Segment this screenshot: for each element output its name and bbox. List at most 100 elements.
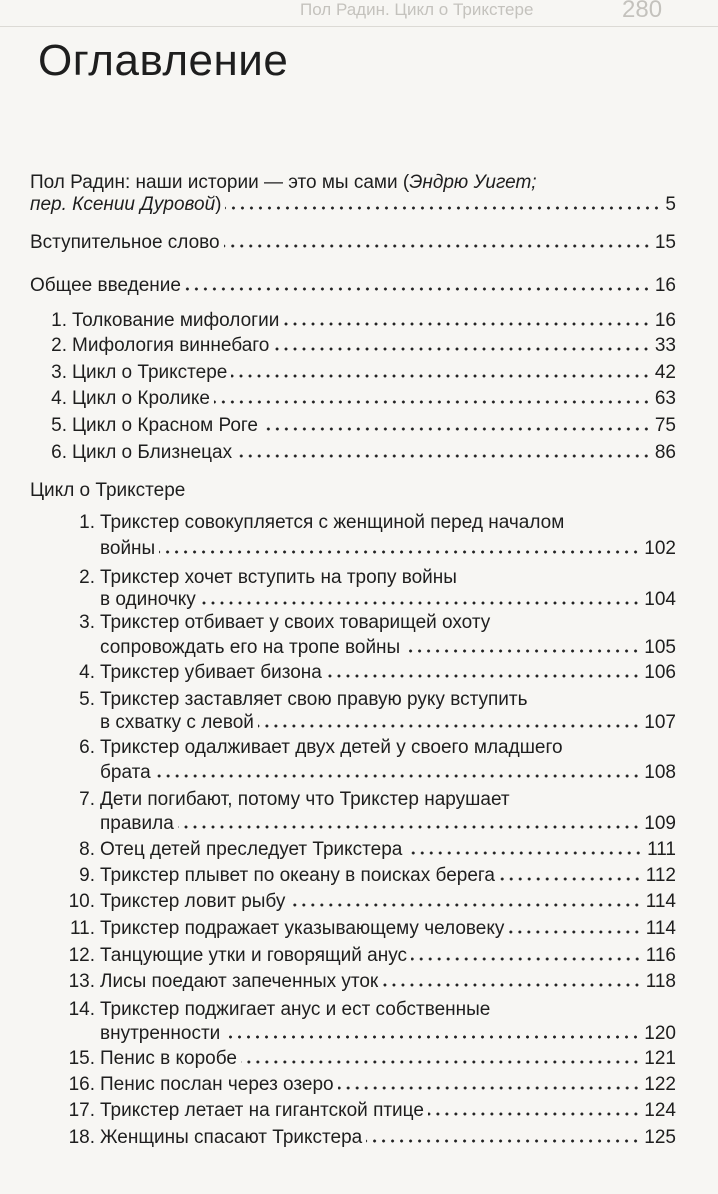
page-ref: 75 xyxy=(654,415,676,436)
toc-line: 2. Мифология виннебаго 33 xyxy=(38,333,676,359)
entry-text: Цикл о Трикстере xyxy=(72,362,228,383)
entry-number: 9. xyxy=(79,865,95,886)
entry-text: Пол Радин: наши истории — это мы сами ( xyxy=(30,172,410,193)
page-ref: 15 xyxy=(654,232,676,253)
toc-line: правила 109 xyxy=(100,811,676,837)
dot-leader xyxy=(199,587,641,606)
entry-number: 2. xyxy=(51,335,67,356)
toc-line: 15. Пенис в коробе 121 xyxy=(62,1046,676,1072)
toc-line: 12. Танцующие утки и говорящий анус 116 xyxy=(62,943,676,969)
entry-text: Пенис в коробе xyxy=(100,1048,237,1069)
toc-line: 4. Цикл о Кролике 63 xyxy=(38,386,676,412)
toc-line: Вступительное слово 15 xyxy=(30,230,676,256)
page-ref: 114 xyxy=(645,918,676,939)
toc-line: 4. Трикстер убивает бизона 106 xyxy=(62,660,676,686)
page-ref: 16 xyxy=(654,310,676,331)
entry-text: Трикстер совокупляется с женщиной перед … xyxy=(100,512,565,533)
toc-line: Пол Радин: наши истории — это мы сами (Э… xyxy=(30,170,537,196)
entry-text: внутренности xyxy=(100,1023,221,1044)
page-ref: 121 xyxy=(644,1048,676,1069)
page-ref: 112 xyxy=(645,865,676,886)
toc-line: Цикл о Трикстере xyxy=(30,478,185,504)
entry-number: 7. xyxy=(79,789,95,810)
entry-text: сопровождать его на тропе войны xyxy=(100,637,401,658)
dot-leader xyxy=(236,440,651,459)
entry-text: пер. Ксении Дуровой xyxy=(30,194,216,215)
entry-text: Трикстер отбивает у своих товарищей охот… xyxy=(100,612,491,633)
dot-leader xyxy=(411,943,642,962)
toc-line: 3. Трикстер отбивает у своих товарищей ох… xyxy=(62,610,490,636)
entry-number: 13. xyxy=(68,971,95,992)
toc-line: внутренности 120 xyxy=(100,1021,676,1047)
toc-line: в одиночку 104 xyxy=(100,587,676,613)
page-number: 280 xyxy=(622,0,663,23)
entry-number: 15. xyxy=(68,1048,95,1069)
dot-leader xyxy=(224,1021,641,1040)
entry-number: 11. xyxy=(69,918,95,939)
toc-line: войны 102 xyxy=(100,536,676,562)
dot-leader xyxy=(382,969,642,988)
entry-number: 3. xyxy=(79,612,95,633)
page-ref: 42 xyxy=(654,362,676,383)
entry-number: 5. xyxy=(79,689,95,710)
toc-line: Общее введение 16 xyxy=(30,273,676,299)
dot-leader xyxy=(498,863,642,882)
dot-leader xyxy=(231,360,651,379)
toc-line: 2. Трикстер хочет вступить на тропу войны xyxy=(62,565,457,591)
toc-line: 17. Трикстер летает на гигантской птице 12… xyxy=(62,1098,676,1124)
dot-leader xyxy=(159,536,641,555)
entry-text: Цикл о Трикстере xyxy=(30,480,186,501)
entry-number: 10. xyxy=(68,891,95,912)
page-ref: 86 xyxy=(654,442,676,463)
page-ref: 120 xyxy=(644,1023,676,1044)
page-ref: 16 xyxy=(654,275,676,296)
page-ref: 106 xyxy=(644,662,676,683)
page-ref: 107 xyxy=(644,712,676,733)
toc-title: Оглавление xyxy=(38,36,289,85)
entry-number: 4. xyxy=(79,662,95,683)
entry-text: Трикстер заставляет свою правую руку вст… xyxy=(100,689,528,710)
toc-line: 9. Трикстер плывет по океану в поисках бе… xyxy=(62,863,676,889)
entry-number: 4. xyxy=(51,388,67,409)
dot-leader xyxy=(404,635,641,654)
page-ref: 63 xyxy=(654,388,676,409)
entry-number: 5. xyxy=(51,415,67,436)
entry-text: Трикстер убивает бизона xyxy=(100,662,322,683)
entry-number: 18. xyxy=(68,1127,95,1148)
page-ref: 102 xyxy=(644,538,676,559)
entry-text: Женщины спасают Трикстера xyxy=(100,1127,363,1148)
entry-number: 8. xyxy=(79,839,95,860)
entry-number: 16. xyxy=(68,1074,95,1095)
page-ref: 33 xyxy=(654,335,676,356)
dot-leader xyxy=(184,273,651,292)
page-ref: 109 xyxy=(644,813,676,834)
toc-line: сопровождать его на тропе войны 105 xyxy=(100,635,676,661)
toc-line: 5. Цикл о Красном Роге 75 xyxy=(38,413,676,439)
dot-leader xyxy=(177,811,641,830)
entry-text: Эндрю Уигет; xyxy=(409,172,537,193)
entry-text: Лисы поедают запеченных уток xyxy=(100,971,379,992)
toc-line: 13. Лисы поедают запеченных уток 118 xyxy=(62,969,676,995)
toc-line: 10. Трикстер ловит рыбу 114 xyxy=(62,889,676,915)
dot-leader xyxy=(240,1046,641,1065)
entry-text: Трикстер хочет вступить на тропу войны xyxy=(100,567,457,588)
dot-leader xyxy=(273,333,651,352)
toc-line: 11. Трикстер подражает указывающему челов… xyxy=(62,916,676,942)
dot-leader xyxy=(262,413,651,432)
dot-leader xyxy=(427,1098,641,1117)
entry-text: Трикстер летает на гигантской птице xyxy=(100,1100,424,1121)
entry-number: 2. xyxy=(79,567,95,588)
entry-text: Дети погибают, потому что Трикстер наруш… xyxy=(100,789,510,810)
entry-text: Общее введение xyxy=(30,275,181,296)
entry-text: Цикл о Близнецах xyxy=(72,442,233,463)
page-ref: 105 xyxy=(644,637,676,658)
dot-leader xyxy=(325,660,641,679)
entry-number: 17. xyxy=(68,1100,95,1121)
toc-line: 6. Цикл о Близнецах 86 xyxy=(38,440,676,466)
page-ref: 122 xyxy=(644,1074,676,1095)
dot-leader xyxy=(406,837,644,856)
entry-text: правила xyxy=(100,813,174,834)
dot-leader xyxy=(508,916,642,935)
page-ref: 114 xyxy=(645,891,676,912)
